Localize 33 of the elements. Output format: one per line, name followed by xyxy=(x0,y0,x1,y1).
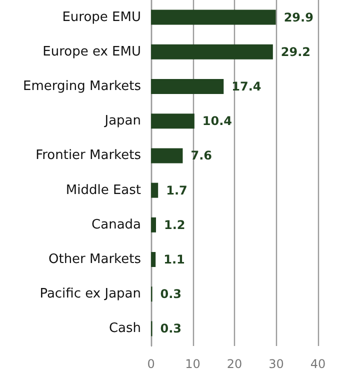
bar xyxy=(151,252,156,267)
data-label: 10.4 xyxy=(202,114,232,128)
x-tick-label: 20 xyxy=(226,357,242,371)
data-label: 7.6 xyxy=(190,148,212,163)
y-tick-label: Emerging Markets xyxy=(23,79,142,94)
bar xyxy=(151,44,273,60)
y-tick-label: Canada xyxy=(92,217,141,232)
data-label: 1.7 xyxy=(166,183,188,198)
x-tick-label: 40 xyxy=(310,357,326,371)
x-tick-label: 30 xyxy=(268,357,284,371)
bar xyxy=(151,114,194,129)
y-tick-label: Europe EMU xyxy=(62,10,141,25)
x-tick-label: 10 xyxy=(185,357,200,371)
bar xyxy=(151,148,183,164)
data-label: 0.3 xyxy=(160,287,182,302)
y-tick-label: Cash xyxy=(108,321,141,336)
bar xyxy=(151,79,224,94)
y-tick-label: Middle East xyxy=(66,182,141,198)
y-tick-label: Japan xyxy=(104,114,141,129)
x-tick-label: 0 xyxy=(147,357,155,371)
y-tick-label: Europe ex EMU xyxy=(42,44,141,60)
y-tick-label: Frontier Markets xyxy=(36,148,142,164)
bar xyxy=(151,217,156,232)
y-tick-label: Other Markets xyxy=(48,252,142,267)
y-tick-label: Pacific ex Japan xyxy=(40,286,141,302)
data-label: 1.2 xyxy=(164,218,186,232)
data-label: 29.9 xyxy=(284,10,314,24)
data-label: 1.1 xyxy=(164,252,185,266)
data-label: 29.2 xyxy=(280,44,311,59)
bar xyxy=(151,10,276,25)
bar xyxy=(151,182,158,198)
data-label: 17.4 xyxy=(232,80,262,94)
data-label: 0.3 xyxy=(160,322,182,336)
